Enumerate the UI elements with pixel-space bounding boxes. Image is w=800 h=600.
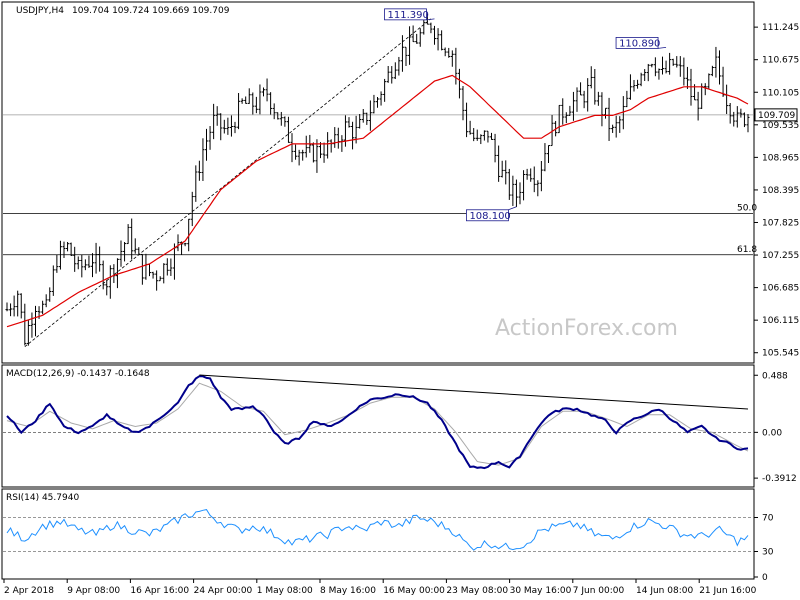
macd-y-tick-label: -0.3912 [762, 474, 797, 484]
rsi-panel: RSI(14) 45.7940 70 30 0 [1, 488, 774, 583]
x-tick-label: 1 May 08:00 [257, 586, 313, 596]
price-panel: USDJPY,H4 109.704 109.724 109.669 109.70… [1, 1, 799, 364]
price-panel-title: USDJPY,H4 [16, 6, 64, 16]
price-y-tick-label: 110.675 [762, 56, 799, 66]
x-tick-label: 16 Apr 16:00 [130, 586, 189, 596]
rsi-y-tick-label: 0 [762, 573, 768, 583]
price-annotation-label: 108.100 [469, 211, 510, 222]
price-y-tick-label: 108.965 [762, 153, 799, 163]
price-y-tick-label: 107.255 [762, 251, 799, 261]
rsi-lines [3, 509, 753, 552]
macd-lines [3, 374, 753, 470]
x-axis: 2 Apr 2018 9 Apr 08:00 16 Apr 16:00 24 Apr … [3, 579, 757, 596]
price-y-tick-label: 106.115 [762, 316, 799, 326]
rsi-panel-title: RSI(14) 45.7940 [6, 493, 79, 503]
trend-support-line [24, 18, 432, 348]
x-tick-label: 21 Jun 16:00 [699, 586, 756, 596]
last-price-box [754, 108, 798, 122]
price-annotation-box [615, 37, 659, 49]
price-y-tick-label: 110.105 [762, 88, 799, 98]
x-tick-label: 30 May 16:00 [510, 586, 572, 596]
price-annotation-label: 111.390 [388, 10, 429, 21]
macd-y-tick-label: 0.488 [762, 371, 788, 381]
watermark-text: ActionForex.com [495, 316, 678, 341]
rsi-y-tick-label: 70 [762, 514, 774, 524]
x-tick-label: 9 Apr 08:00 [67, 586, 120, 596]
x-tick-label: 24 Apr 00:00 [194, 586, 253, 596]
rsi-y-tick-label: 30 [762, 548, 774, 558]
x-tick-label: 16 May 00:00 [383, 586, 445, 596]
macd-y-ticks: 0.488 0.00 -0.3912 [754, 371, 797, 484]
price-annotation-box [466, 209, 509, 222]
macd-panel-title: MACD(12,26,9) -0.1437 -0.1648 [6, 369, 150, 379]
price-y-tick-label: 106.685 [762, 284, 799, 294]
price-y-tick-label: 107.825 [762, 218, 799, 228]
price-annotation-label: 110.890 [619, 38, 660, 49]
macd-panel: MACD(12,26,9) -0.1437 -0.1648 0.488 0.00 -… [1, 364, 797, 488]
x-tick-label: 8 May 16:00 [320, 586, 376, 596]
rsi-y-ticks: 70 30 0 [754, 514, 774, 583]
price-y-tick-label: 108.395 [762, 186, 799, 196]
price-annotation-pointer [658, 47, 667, 49]
price-y-ticks: 111.245 110.675 110.105 109.535 108.965 108.3… [754, 23, 799, 359]
fib-level-label: 61.8 [737, 245, 757, 255]
macd-series-macd [6, 375, 749, 470]
trend-support-line [24, 18, 432, 348]
price-y-tick-label: 111.245 [762, 23, 799, 33]
fib-levels: 50.0 61.8 [3, 204, 757, 256]
last-price-line: 109.709 [3, 108, 798, 122]
rsi-series-line [6, 509, 749, 551]
price-annotation-pointer [426, 18, 435, 21]
moving-average-line [6, 74, 749, 328]
macd-trendline [199, 374, 749, 410]
macd-y-tick-label: 0.00 [762, 428, 782, 438]
x-tick-label: 14 Jun 08:00 [636, 586, 693, 596]
macd-panel-frame [1, 364, 755, 488]
x-tick-label: 7 Jun 00:00 [573, 586, 625, 596]
rsi-panel-frame [1, 488, 755, 580]
price-y-tick-label: 105.545 [762, 349, 799, 359]
fib-level-label: 50.0 [737, 204, 757, 214]
last-price-label: 109.709 [758, 111, 795, 121]
x-tick-label: 23 May 08:00 [446, 586, 508, 596]
price-annotations: 111.390 110.890 108.100 [384, 8, 667, 222]
price-panel-frame [1, 1, 755, 364]
price-annotation-pointer [508, 206, 517, 211]
price-y-tick-label: 109.535 [762, 121, 799, 131]
x-tick-label: 2 Apr 2018 [4, 586, 54, 596]
price-panel-ohlc: 109.704 109.724 109.669 109.709 [72, 6, 230, 16]
price-annotation-box [384, 8, 427, 21]
